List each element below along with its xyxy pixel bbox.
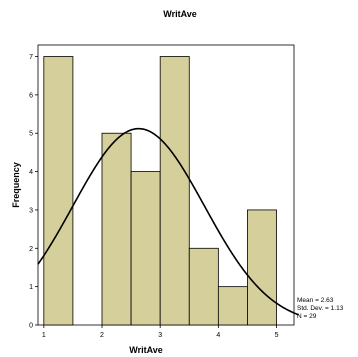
y-tick-label: 0	[29, 323, 33, 330]
histogram-bar-5	[159, 56, 190, 326]
histogram-bar-6	[188, 247, 219, 326]
y-tick-label: 5	[29, 131, 33, 138]
stats-mean: Mean = 2.63	[297, 297, 334, 304]
histogram-bar-7	[217, 286, 248, 326]
histogram-bar-3	[101, 132, 132, 326]
chart-title: WritAve	[163, 9, 197, 19]
stats-std-dev: Std. Dev. = 1.13	[297, 305, 344, 312]
y-axis-label: Frequency	[11, 162, 21, 208]
normal-curve	[37, 127, 299, 316]
y-tick-label: 4	[29, 169, 33, 176]
y-tick-label: 2	[29, 246, 33, 253]
y-tick-label: 3	[29, 207, 33, 214]
x-axis-label: WritAve	[129, 345, 163, 355]
y-tick-label: 6	[29, 92, 33, 99]
x-tick-label: 5	[275, 332, 279, 339]
x-tick-label: 2	[100, 332, 104, 339]
x-tick-label: 4	[216, 332, 220, 339]
bars-group	[43, 56, 277, 326]
histogram-bar-4	[130, 171, 161, 326]
histogram-bar-1	[43, 56, 74, 326]
x-tick-label: 3	[158, 332, 162, 339]
y-axis: 0 1 2 3 4 5 6 7	[29, 54, 38, 330]
x-axis: 1 2 3 4 5	[42, 325, 279, 339]
stats-n: N = 29	[297, 313, 317, 320]
y-tick-label: 1	[29, 284, 33, 291]
histogram-bar-8	[247, 209, 277, 326]
x-tick-label: 1	[42, 332, 46, 339]
stats-box: Mean = 2.63 Std. Dev. = 1.13 N = 29	[297, 297, 344, 320]
y-tick-label: 7	[29, 54, 33, 61]
